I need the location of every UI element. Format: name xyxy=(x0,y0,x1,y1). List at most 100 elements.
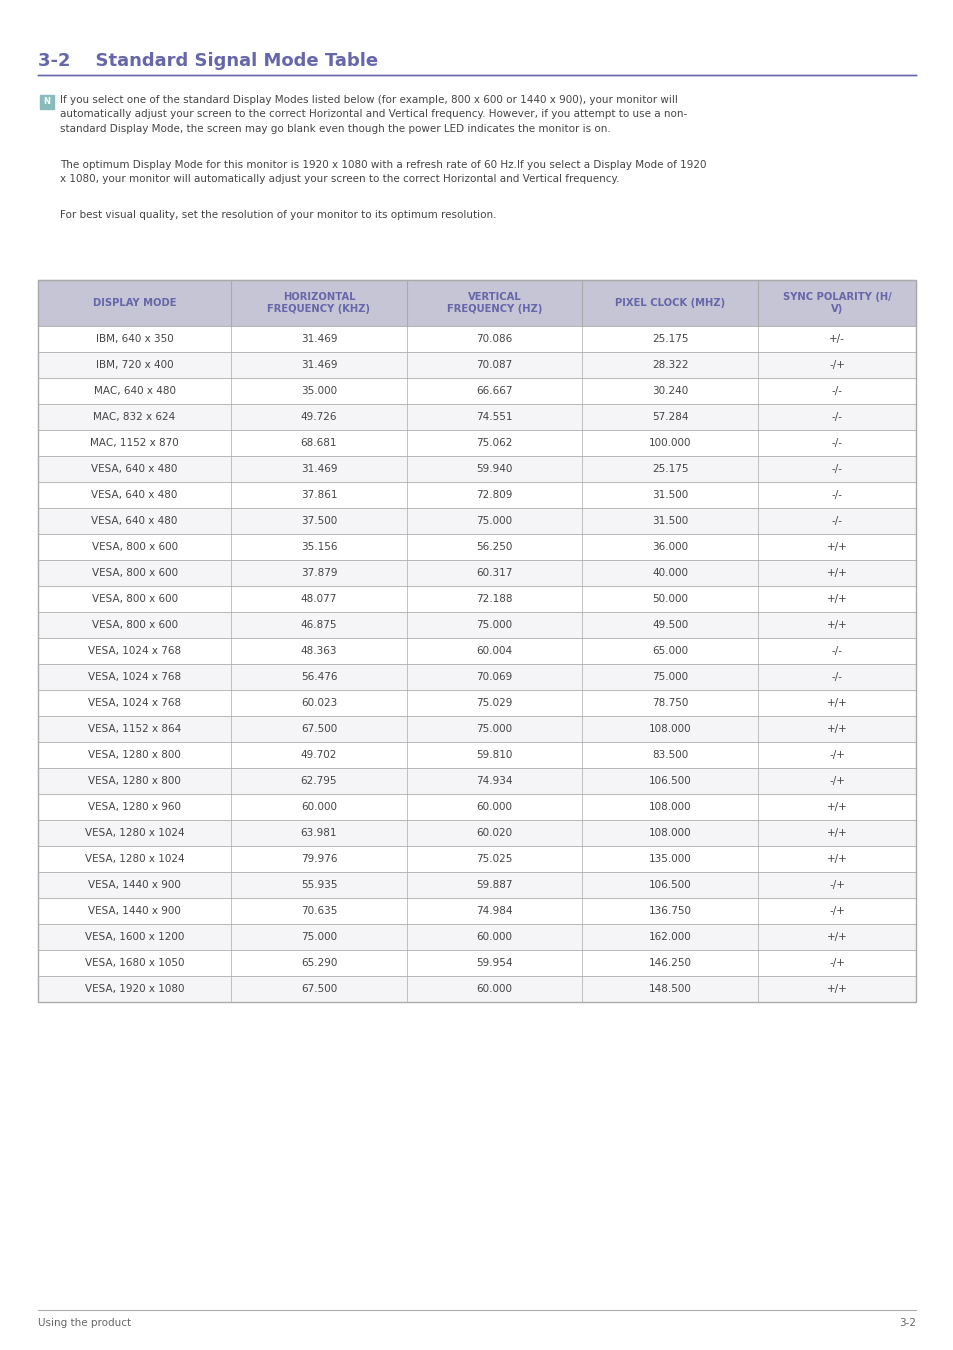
Bar xyxy=(38,482,915,508)
Text: 31.469: 31.469 xyxy=(300,464,336,474)
Bar xyxy=(38,768,915,794)
Text: -/-: -/- xyxy=(831,516,841,526)
Bar xyxy=(38,743,915,768)
Text: 63.981: 63.981 xyxy=(300,828,336,838)
Text: 25.175: 25.175 xyxy=(651,464,688,474)
Text: -/+: -/+ xyxy=(828,776,844,786)
Bar xyxy=(38,639,915,664)
Text: 67.500: 67.500 xyxy=(300,984,336,994)
Text: 75.025: 75.025 xyxy=(476,855,512,864)
Text: -/-: -/- xyxy=(831,386,841,396)
Text: VESA, 800 x 600: VESA, 800 x 600 xyxy=(91,568,177,578)
Bar xyxy=(38,279,915,1002)
Bar xyxy=(38,923,915,950)
Text: 75.029: 75.029 xyxy=(476,698,512,707)
Text: 79.976: 79.976 xyxy=(300,855,336,864)
Text: 66.667: 66.667 xyxy=(476,386,513,396)
Text: -/+: -/+ xyxy=(828,880,844,890)
Text: 67.500: 67.500 xyxy=(300,724,336,734)
Text: 40.000: 40.000 xyxy=(652,568,687,578)
Text: 135.000: 135.000 xyxy=(648,855,691,864)
Text: HORIZONTAL
FREQUENCY (KHZ): HORIZONTAL FREQUENCY (KHZ) xyxy=(267,292,370,315)
Text: 108.000: 108.000 xyxy=(648,802,691,811)
Text: 56.250: 56.250 xyxy=(476,541,512,552)
Text: 35.156: 35.156 xyxy=(300,541,336,552)
Text: VESA, 800 x 600: VESA, 800 x 600 xyxy=(91,620,177,630)
Text: -/-: -/- xyxy=(831,437,841,448)
Text: +/+: +/+ xyxy=(825,698,846,707)
Bar xyxy=(40,95,54,109)
Text: VESA, 1152 x 864: VESA, 1152 x 864 xyxy=(88,724,181,734)
Text: 68.681: 68.681 xyxy=(300,437,336,448)
Text: IBM, 720 x 400: IBM, 720 x 400 xyxy=(95,360,173,370)
Text: 75.000: 75.000 xyxy=(652,672,687,682)
Text: 148.500: 148.500 xyxy=(648,984,691,994)
Text: 59.887: 59.887 xyxy=(476,880,513,890)
Text: 72.809: 72.809 xyxy=(476,490,512,500)
Text: VESA, 1920 x 1080: VESA, 1920 x 1080 xyxy=(85,984,184,994)
Text: PIXEL CLOCK (MHZ): PIXEL CLOCK (MHZ) xyxy=(615,298,724,308)
Text: VESA, 640 x 480: VESA, 640 x 480 xyxy=(91,464,177,474)
Text: VESA, 1024 x 768: VESA, 1024 x 768 xyxy=(88,698,181,707)
Bar xyxy=(38,279,915,325)
Text: 35.000: 35.000 xyxy=(300,386,336,396)
Text: 60.000: 60.000 xyxy=(476,984,512,994)
Text: 75.000: 75.000 xyxy=(300,931,336,942)
Text: MAC, 832 x 624: MAC, 832 x 624 xyxy=(93,412,175,423)
Text: 48.363: 48.363 xyxy=(300,647,336,656)
Text: VESA, 1680 x 1050: VESA, 1680 x 1050 xyxy=(85,958,184,968)
Text: 28.322: 28.322 xyxy=(651,360,688,370)
Bar xyxy=(38,794,915,819)
Text: 60.317: 60.317 xyxy=(476,568,512,578)
Text: 31.500: 31.500 xyxy=(651,490,687,500)
Text: +/+: +/+ xyxy=(825,541,846,552)
Text: For best visual quality, set the resolution of your monitor to its optimum resol: For best visual quality, set the resolut… xyxy=(60,211,496,220)
Text: 60.020: 60.020 xyxy=(476,828,512,838)
Text: VESA, 800 x 600: VESA, 800 x 600 xyxy=(91,541,177,552)
Text: MAC, 640 x 480: MAC, 640 x 480 xyxy=(93,386,175,396)
Text: -/+: -/+ xyxy=(828,360,844,370)
Bar xyxy=(38,431,915,456)
Text: +/+: +/+ xyxy=(825,984,846,994)
Text: 146.250: 146.250 xyxy=(648,958,691,968)
Text: VESA, 1280 x 960: VESA, 1280 x 960 xyxy=(88,802,181,811)
Text: SYNC POLARITY (H/
V): SYNC POLARITY (H/ V) xyxy=(781,292,890,315)
Text: IBM, 640 x 350: IBM, 640 x 350 xyxy=(95,333,173,344)
Text: 37.500: 37.500 xyxy=(300,516,336,526)
Text: 108.000: 108.000 xyxy=(648,724,691,734)
Text: VESA, 640 x 480: VESA, 640 x 480 xyxy=(91,516,177,526)
Text: +/-: +/- xyxy=(828,333,844,344)
Text: 60.023: 60.023 xyxy=(300,698,336,707)
Text: -/-: -/- xyxy=(831,490,841,500)
Text: VERTICAL
FREQUENCY (HZ): VERTICAL FREQUENCY (HZ) xyxy=(446,292,541,315)
Text: +/+: +/+ xyxy=(825,931,846,942)
Text: 36.000: 36.000 xyxy=(652,541,687,552)
Text: 59.940: 59.940 xyxy=(476,464,512,474)
Text: 74.984: 74.984 xyxy=(476,906,513,917)
Text: The optimum Display Mode for this monitor is 1920 x 1080 with a refresh rate of : The optimum Display Mode for this monito… xyxy=(60,161,706,185)
Text: 60.000: 60.000 xyxy=(476,931,512,942)
Text: VESA, 1280 x 1024: VESA, 1280 x 1024 xyxy=(85,828,184,838)
Text: 70.635: 70.635 xyxy=(300,906,336,917)
Text: +/+: +/+ xyxy=(825,594,846,603)
Text: 70.086: 70.086 xyxy=(476,333,512,344)
Bar xyxy=(38,664,915,690)
Text: 60.000: 60.000 xyxy=(300,802,336,811)
Bar xyxy=(38,456,915,482)
Text: -/-: -/- xyxy=(831,672,841,682)
Text: 60.000: 60.000 xyxy=(476,802,512,811)
Text: 31.500: 31.500 xyxy=(651,516,687,526)
Text: 59.810: 59.810 xyxy=(476,751,512,760)
Text: 106.500: 106.500 xyxy=(648,880,691,890)
Bar xyxy=(38,612,915,639)
Text: 37.861: 37.861 xyxy=(300,490,336,500)
Text: 50.000: 50.000 xyxy=(652,594,687,603)
Text: VESA, 1440 x 900: VESA, 1440 x 900 xyxy=(88,880,181,890)
Text: DISPLAY MODE: DISPLAY MODE xyxy=(92,298,176,308)
Text: 162.000: 162.000 xyxy=(648,931,691,942)
Text: VESA, 1280 x 800: VESA, 1280 x 800 xyxy=(88,751,181,760)
Bar xyxy=(38,976,915,1002)
Text: 74.551: 74.551 xyxy=(476,412,513,423)
Text: +/+: +/+ xyxy=(825,828,846,838)
Text: 57.284: 57.284 xyxy=(651,412,688,423)
